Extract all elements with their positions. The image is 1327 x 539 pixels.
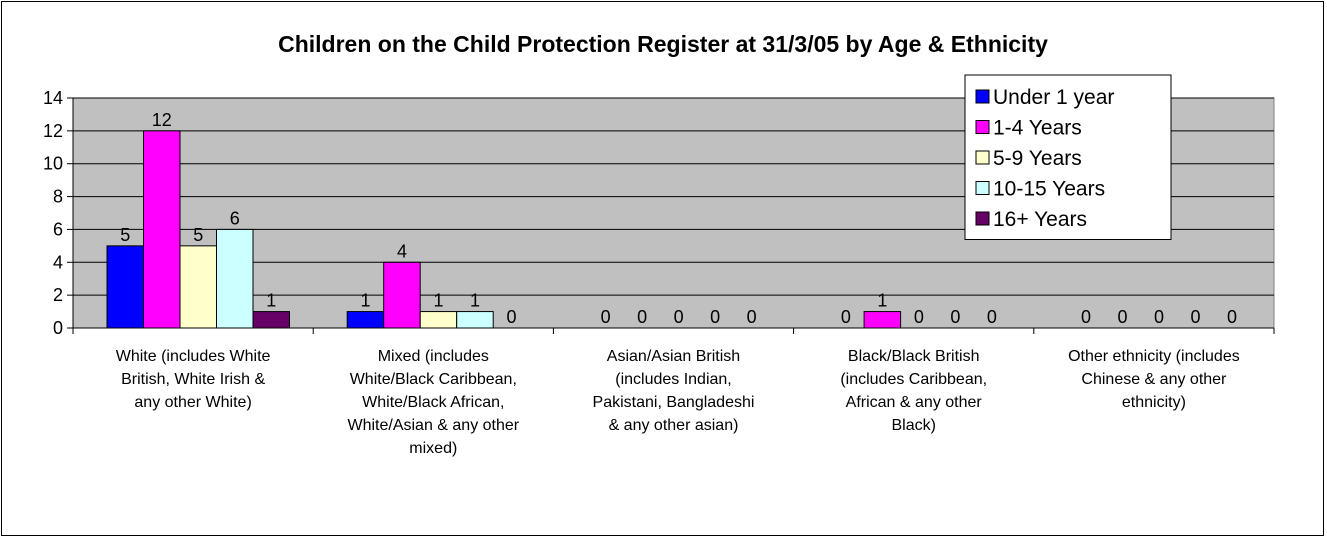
chart-title: Children on the Child Protection Registe…	[278, 31, 1048, 57]
data-label: 0	[637, 307, 647, 327]
data-label: 0	[1154, 307, 1164, 327]
data-label: 1	[470, 291, 480, 311]
data-label: 5	[193, 225, 203, 245]
x-category-label-line: (includes Indian,	[615, 371, 732, 388]
data-label: 0	[1081, 307, 1091, 327]
data-label: 0	[601, 307, 611, 327]
x-category-label-line: Black)	[891, 417, 935, 434]
bar	[252, 311, 290, 329]
bar	[383, 261, 421, 329]
legend-label: 10-15 Years	[993, 178, 1105, 201]
data-label: 0	[950, 307, 960, 327]
legend-label: 16+ Years	[993, 208, 1087, 231]
x-category-label-line: White/Black African,	[362, 394, 504, 411]
x-category-label-line: Mixed (includes	[378, 348, 489, 365]
data-label: 0	[506, 307, 516, 327]
x-category-label-line: Black/Black British	[848, 348, 980, 365]
data-label: 0	[987, 307, 997, 327]
data-label: 0	[710, 307, 720, 327]
bar	[179, 245, 217, 329]
bar	[106, 245, 144, 329]
x-category-label-line: Other ethnicity (includes	[1068, 348, 1240, 365]
legend-swatch	[975, 89, 990, 104]
data-label: 1	[266, 291, 276, 311]
data-label: 0	[914, 307, 924, 327]
y-tick-label: 6	[53, 219, 63, 239]
x-category-label-line: British, White Irish &	[121, 371, 265, 388]
x-category-label-line: (includes Caribbean,	[840, 371, 987, 388]
y-tick-label: 8	[53, 187, 63, 207]
bar	[863, 311, 902, 329]
data-label: 12	[152, 110, 172, 130]
x-category-label-line: White (includes White	[116, 348, 271, 365]
data-label: 1	[877, 291, 887, 311]
x-category-label: White (includes White British, White Iris…	[116, 348, 271, 411]
legend-swatch	[975, 211, 990, 226]
x-category-label-line: any other White)	[134, 394, 251, 411]
x-category-label-line: White/Asian & any other	[347, 417, 519, 434]
data-label: 0	[747, 307, 757, 327]
legend-label: 5-9 Years	[993, 147, 1082, 170]
x-category-label-line: mixed)	[409, 440, 457, 457]
legend-swatch	[975, 150, 990, 165]
y-tick-label: 14	[43, 88, 63, 108]
data-label: 0	[674, 307, 684, 327]
bar	[346, 311, 385, 329]
y-tick-label: 12	[43, 121, 63, 141]
x-category-label-line: African & any other	[846, 394, 983, 411]
bar	[419, 311, 458, 329]
data-label: 0	[1227, 307, 1237, 327]
y-tick-label: 2	[53, 285, 63, 305]
x-category-label-line: Chinese & any other	[1081, 371, 1227, 388]
y-tick-label: 10	[43, 154, 63, 174]
x-category-label-line: Pakistani, Bangladeshi	[593, 394, 755, 411]
legend-swatch	[975, 120, 990, 134]
legend-label: Under 1 year	[993, 86, 1114, 109]
x-category-label-line: ethnicity)	[1122, 394, 1186, 411]
y-tick-label: 0	[53, 318, 63, 338]
data-label: 4	[397, 241, 407, 261]
x-category-label: Other ethnicity (includes Chinese & any o…	[1068, 348, 1240, 411]
data-label: 0	[1118, 307, 1128, 327]
legend: Under 1 year 1-4 Years 5-9 Years 10-15 Year…	[964, 74, 1172, 240]
x-category-label-line: Asian/Asian British	[607, 348, 740, 365]
legend-box	[964, 74, 1172, 240]
x-category-label-line: White/Black Caribbean,	[350, 371, 517, 388]
data-label: 6	[230, 208, 240, 228]
data-label: 1	[360, 291, 370, 311]
data-label: 1	[433, 291, 443, 311]
x-category-label: Asian/Asian British (includes Indian, Paki…	[593, 348, 755, 434]
x-category-label: Mixed (includes White/Black Caribbean, Whi…	[347, 348, 519, 457]
bar	[143, 130, 181, 329]
legend-swatch	[975, 181, 990, 195]
y-tick-label: 4	[53, 252, 63, 272]
bar	[216, 228, 254, 329]
data-label: 5	[120, 225, 130, 245]
bar	[456, 311, 494, 329]
x-category-label-line: & any other asian)	[609, 417, 739, 434]
x-category-label: Black/Black British (includes Caribbean, A…	[840, 348, 987, 434]
legend-label: 1-4 Years	[993, 117, 1082, 140]
data-label: 0	[841, 307, 851, 327]
data-label: 0	[1191, 307, 1201, 327]
